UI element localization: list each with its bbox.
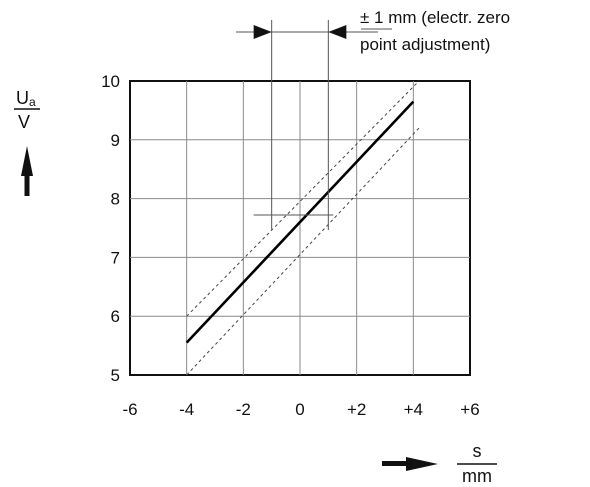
y-unit-subscript: a <box>29 95 36 109</box>
x-tick-label-5: +4 <box>404 400 423 419</box>
x-tick-label-6: +6 <box>460 400 479 419</box>
tolerance-line-2 <box>186 127 420 376</box>
x-axis-label: s mm <box>382 441 497 486</box>
series-layer <box>185 80 420 376</box>
y-unit-numerator: U <box>16 88 29 108</box>
x-tick-labels: -6 -4 -2 0 +2 +4 +6 <box>122 400 479 419</box>
y-tick-label-5: 10 <box>101 72 120 91</box>
x-tick-label-0: -6 <box>122 400 137 419</box>
y-tick-label-2: 7 <box>111 248 120 267</box>
x-unit-denominator: mm <box>462 466 492 486</box>
arrow-right-icon <box>382 457 438 471</box>
arrow-up-icon <box>21 146 33 196</box>
y-unit-symbol: Ua <box>16 88 36 109</box>
annotation-text-line-2: point adjustment) <box>360 35 490 54</box>
grid <box>130 81 470 375</box>
tolerance-line-1 <box>186 80 420 317</box>
x-tick-label-3: 0 <box>295 400 304 419</box>
annotation-arrow-right-icon <box>253 25 272 39</box>
zero-point-annotation: ± 1 mm (electr. zero point adjustment) <box>236 8 510 230</box>
y-tick-label-3: 8 <box>111 190 120 209</box>
y-axis-label: Ua V <box>14 88 40 196</box>
y-tick-label-0: 5 <box>111 366 120 385</box>
x-unit-numerator: s <box>473 441 482 461</box>
annotation-arrow-left-icon <box>328 25 347 39</box>
x-tick-label-1: -4 <box>179 400 194 419</box>
x-tick-label-4: +2 <box>347 400 366 419</box>
x-tick-label-2: -2 <box>236 400 251 419</box>
characteristic-line <box>185 100 415 344</box>
y-unit-denominator: V <box>18 112 30 132</box>
y-tick-label-1: 6 <box>111 307 120 326</box>
annotation-text-line-1: ± 1 mm (electr. zero <box>360 8 510 27</box>
y-tick-labels: 5 6 7 8 9 10 <box>101 72 120 385</box>
y-tick-label-4: 9 <box>111 131 120 150</box>
